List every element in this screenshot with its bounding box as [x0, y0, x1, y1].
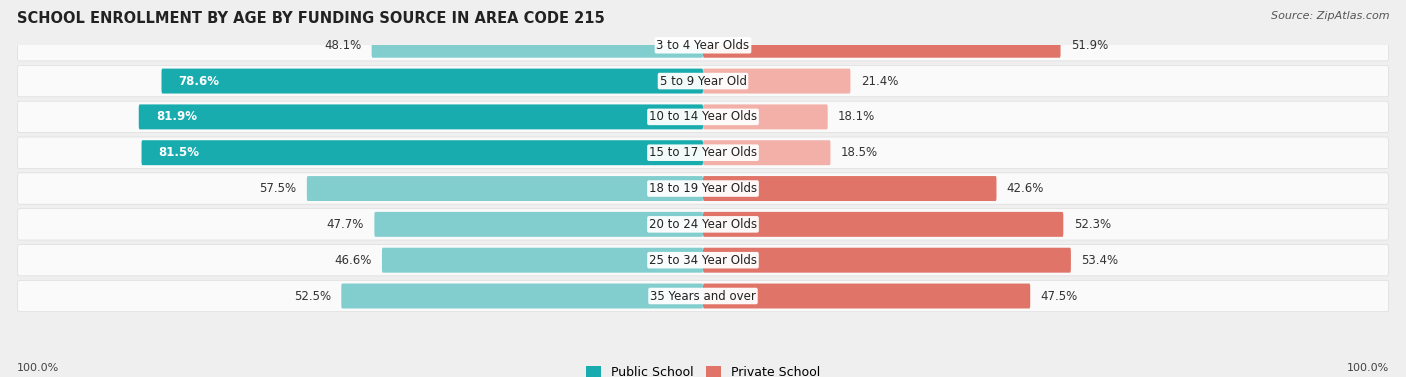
FancyBboxPatch shape	[17, 29, 1389, 61]
Text: 25 to 34 Year Olds: 25 to 34 Year Olds	[650, 254, 756, 267]
Text: 47.5%: 47.5%	[1040, 290, 1078, 302]
FancyBboxPatch shape	[17, 65, 1389, 97]
FancyBboxPatch shape	[17, 280, 1389, 312]
FancyBboxPatch shape	[703, 69, 851, 93]
FancyBboxPatch shape	[17, 101, 1389, 133]
FancyBboxPatch shape	[17, 209, 1389, 240]
FancyBboxPatch shape	[703, 140, 831, 165]
FancyBboxPatch shape	[142, 140, 703, 165]
Text: 35 Years and over: 35 Years and over	[650, 290, 756, 302]
Text: 81.5%: 81.5%	[159, 146, 200, 159]
Text: Source: ZipAtlas.com: Source: ZipAtlas.com	[1271, 11, 1389, 21]
Text: 53.4%: 53.4%	[1081, 254, 1118, 267]
Text: 42.6%: 42.6%	[1007, 182, 1045, 195]
Text: 18.5%: 18.5%	[841, 146, 877, 159]
FancyBboxPatch shape	[703, 176, 997, 201]
FancyBboxPatch shape	[307, 176, 703, 201]
Text: 100.0%: 100.0%	[1347, 363, 1389, 373]
FancyBboxPatch shape	[703, 33, 1060, 58]
FancyBboxPatch shape	[17, 173, 1389, 204]
Text: SCHOOL ENROLLMENT BY AGE BY FUNDING SOURCE IN AREA CODE 215: SCHOOL ENROLLMENT BY AGE BY FUNDING SOUR…	[17, 11, 605, 26]
FancyBboxPatch shape	[382, 248, 703, 273]
FancyBboxPatch shape	[139, 104, 703, 129]
Text: 18.1%: 18.1%	[838, 110, 876, 123]
Text: 18 to 19 Year Olds: 18 to 19 Year Olds	[650, 182, 756, 195]
Text: 52.3%: 52.3%	[1074, 218, 1111, 231]
Text: 3 to 4 Year Olds: 3 to 4 Year Olds	[657, 39, 749, 52]
FancyBboxPatch shape	[703, 104, 828, 129]
FancyBboxPatch shape	[342, 284, 703, 308]
Text: 15 to 17 Year Olds: 15 to 17 Year Olds	[650, 146, 756, 159]
Text: 81.9%: 81.9%	[156, 110, 197, 123]
Text: 21.4%: 21.4%	[860, 75, 898, 87]
Text: 20 to 24 Year Olds: 20 to 24 Year Olds	[650, 218, 756, 231]
Legend: Public School, Private School: Public School, Private School	[581, 361, 825, 377]
Text: 10 to 14 Year Olds: 10 to 14 Year Olds	[650, 110, 756, 123]
Text: 78.6%: 78.6%	[179, 75, 219, 87]
FancyBboxPatch shape	[17, 245, 1389, 276]
Text: 48.1%: 48.1%	[323, 39, 361, 52]
FancyBboxPatch shape	[703, 212, 1063, 237]
Text: 51.9%: 51.9%	[1071, 39, 1108, 52]
Text: 57.5%: 57.5%	[259, 182, 297, 195]
FancyBboxPatch shape	[162, 69, 703, 93]
FancyBboxPatch shape	[703, 284, 1031, 308]
FancyBboxPatch shape	[374, 212, 703, 237]
FancyBboxPatch shape	[371, 33, 703, 58]
Text: 47.7%: 47.7%	[326, 218, 364, 231]
Text: 100.0%: 100.0%	[17, 363, 59, 373]
FancyBboxPatch shape	[17, 137, 1389, 169]
Text: 46.6%: 46.6%	[335, 254, 371, 267]
Text: 52.5%: 52.5%	[294, 290, 330, 302]
FancyBboxPatch shape	[703, 248, 1071, 273]
Text: 5 to 9 Year Old: 5 to 9 Year Old	[659, 75, 747, 87]
